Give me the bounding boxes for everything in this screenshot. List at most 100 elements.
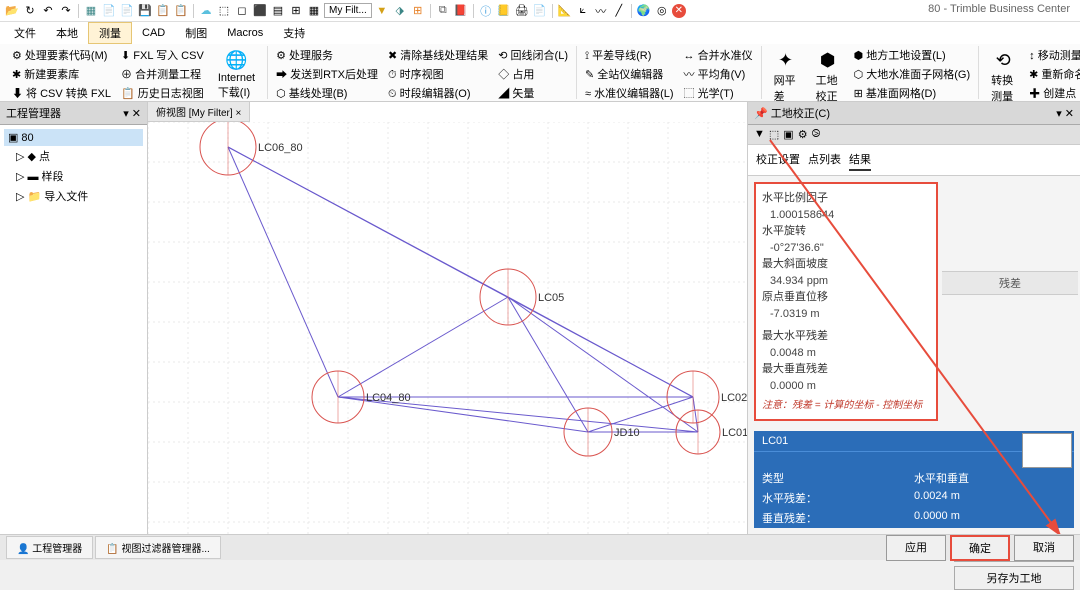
layers-icon[interactable]: ▤	[270, 3, 286, 19]
rbtn-mergelevel[interactable]: ↔ 合并水准仪	[682, 46, 755, 64]
book-icon[interactable]: 📕	[453, 3, 469, 19]
rotate-icon: ⟲	[991, 48, 1015, 72]
page-icon[interactable]: 📄	[532, 3, 548, 19]
ribbon-group-sitedata: ⚙ 处理要素代码(M) ✱ 新建要素库 ⬇ 将 CSV 转换 FXL ⬇ FXL…	[4, 46, 268, 99]
cube-icon[interactable]: ⬚	[216, 3, 232, 19]
rbtn-session[interactable]: ⏲ 时段编辑器(O)	[386, 84, 490, 102]
apply-button[interactable]: 应用	[886, 535, 946, 561]
ok-button[interactable]: 确定	[950, 535, 1010, 561]
rbtn-vector[interactable]: ◢ 矢量	[496, 84, 570, 102]
hex-icon: ⬢	[816, 48, 840, 72]
rbtn-clear[interactable]: ✖ 清除基线处理结果	[386, 46, 490, 64]
rbtn-service[interactable]: ⚙ 处理服务	[274, 46, 380, 64]
star-icon: ✦	[774, 48, 798, 72]
refresh-icon[interactable]: ↻	[22, 3, 38, 19]
svg-text:LC06_80: LC06_80	[258, 142, 303, 154]
wire-icon[interactable]: ⊞	[288, 3, 304, 19]
curve-icon[interactable]: 〰	[593, 3, 609, 19]
print-icon[interactable]: 🖨	[514, 3, 530, 19]
grid-icon[interactable]: ▦	[306, 3, 322, 19]
tab-settings[interactable]: 校正设置	[756, 149, 800, 171]
rbtn-process-code[interactable]: ⚙ 处理要素代码(M)	[10, 46, 113, 64]
copy-icon[interactable]: 📋	[155, 3, 171, 19]
save-site-button[interactable]: 另存为工地	[954, 566, 1074, 590]
rbtn-fxl-csv[interactable]: ⬇ FXL 写入 CSV	[119, 46, 206, 64]
filter-dropdown[interactable]: My Filt...	[324, 3, 372, 18]
rbtn-rename[interactable]: ✱ 重新命名点(N)	[1027, 65, 1080, 83]
rbtn-merge[interactable]: ⊕ 合并测量工程	[119, 65, 206, 83]
menu-support[interactable]: 支持	[273, 22, 315, 44]
info-icon[interactable]: ⓘ	[478, 3, 494, 19]
gear-icon[interactable]: ⚙	[798, 128, 808, 141]
3d-icon[interactable]: ⬛	[252, 3, 268, 19]
svg-text:LC05: LC05	[538, 292, 564, 304]
bottom-tab-filter[interactable]: 📋 视图过滤器管理器...	[95, 536, 221, 559]
svg-text:LC01_80: LC01_80	[722, 427, 747, 439]
tab-results[interactable]: 结果	[849, 149, 871, 171]
doc2-icon[interactable]: 📄	[119, 3, 135, 19]
menu-macros[interactable]: Macros	[217, 22, 273, 44]
rbtn-move[interactable]: ↕ 移动测量点	[1027, 46, 1080, 64]
open-icon[interactable]: 📂	[4, 3, 20, 19]
view2-icon[interactable]: ▣	[783, 128, 793, 141]
undo-icon[interactable]: ↶	[40, 3, 56, 19]
paste-icon[interactable]: 📋	[173, 3, 189, 19]
view1-icon[interactable]: ⬚	[769, 128, 779, 141]
tab-points[interactable]: 点列表	[808, 149, 841, 171]
angle-icon[interactable]: ⟀	[575, 3, 591, 19]
funnel-icon[interactable]: ▼	[374, 3, 390, 19]
rbtn-baseline[interactable]: ⬡ 基线处理(B)	[274, 84, 380, 102]
panel-menu-icon[interactable]: ▾ ✕	[123, 107, 141, 120]
bottom-tab-explorer[interactable]: 👤 工程管理器	[6, 536, 93, 559]
note-icon[interactable]: 📒	[496, 3, 512, 19]
filter2-icon[interactable]: ⬗	[392, 3, 408, 19]
rbtn-avgangle[interactable]: 〰 平均角(V)	[682, 65, 755, 83]
stack-icon[interactable]: ⧉	[435, 3, 451, 19]
rbtn-internet[interactable]: 🌐Internet 下载(I)	[212, 46, 261, 102]
rbtn-loop[interactable]: ⟲ 回线闭合(L)	[496, 46, 570, 64]
rbtn-localsite[interactable]: ⬢ 地方工地设置(L)	[852, 46, 973, 64]
rbtn-create[interactable]: ✚ 创建点	[1027, 84, 1080, 102]
rbtn-totalstation[interactable]: ✎ 全站仪编辑器	[583, 65, 676, 83]
menu-local[interactable]: 本地	[46, 22, 88, 44]
tree-imports[interactable]: ▷ 📁 导入文件	[4, 186, 143, 206]
rbtn-datum[interactable]: ⊞ 基准面网格(D)	[852, 84, 973, 102]
rbtn-optical[interactable]: ⬚ 光学(T)	[682, 84, 755, 102]
grid2-icon[interactable]: ⊞	[410, 3, 426, 19]
menu-draw[interactable]: 制图	[175, 22, 217, 44]
dropdown-icon[interactable]: ▼	[754, 128, 765, 141]
tree-root[interactable]: ▣ 80	[4, 129, 143, 146]
rbtn-history[interactable]: 📋 历史日志视图	[119, 84, 206, 102]
rbtn-geoid[interactable]: ⬡ 大地水准面子网格(G)	[852, 65, 973, 83]
rbtn-traverse[interactable]: ⟟ 平差导线(R)	[583, 46, 676, 64]
cancel-button[interactable]: 取消	[1014, 535, 1074, 561]
rbtn-rtx[interactable]: ➡ 发送到RTX后处理	[274, 65, 380, 83]
canvas-area[interactable]: 俯视图 [My Filter] × LC06_80LC05LC04_80JD10…	[148, 102, 748, 534]
redo-icon[interactable]: ↷	[58, 3, 74, 19]
menu-cad[interactable]: CAD	[132, 22, 175, 44]
line-icon[interactable]: ╱	[611, 3, 627, 19]
menu-survey[interactable]: 测量	[88, 22, 132, 44]
rbtn-time[interactable]: ⏱ 时序视图	[386, 65, 490, 83]
panel-close-icon[interactable]: ▾ ✕	[1056, 107, 1074, 120]
menu-file[interactable]: 文件	[4, 22, 46, 44]
target-icon[interactable]: ◎	[654, 3, 670, 19]
doc-icon[interactable]: 📄	[101, 3, 117, 19]
filter-icon[interactable]: ⧁	[812, 128, 821, 141]
rbtn-new-lib[interactable]: ✱ 新建要素库	[10, 65, 113, 83]
tree-points[interactable]: ▷ ◆ 点	[4, 146, 143, 166]
rbtn-csv-fxl[interactable]: ⬇ 将 CSV 转换 FXL	[10, 84, 113, 102]
cloud-icon[interactable]: ☁	[198, 3, 214, 19]
save-icon[interactable]: 💾	[137, 3, 153, 19]
measure-icon[interactable]: 📐	[557, 3, 573, 19]
globe-icon[interactable]: 🌍	[636, 3, 652, 19]
close-icon[interactable]: ✕	[672, 4, 686, 18]
ribbon-group-network: ✦网平差(A) ⬢工地校正(C) ⬢ 地方工地设置(L) ⬡ 大地水准面子网格(…	[762, 46, 980, 99]
mini-map	[1022, 433, 1072, 468]
new-icon[interactable]: ▦	[83, 3, 99, 19]
canvas-tab[interactable]: 俯视图 [My Filter] ×	[148, 102, 250, 122]
tree-segments[interactable]: ▷ ▬ 样段	[4, 166, 143, 186]
box-icon[interactable]: ◻	[234, 3, 250, 19]
rbtn-level[interactable]: ≈ 水准仪编辑器(L)	[583, 84, 676, 102]
rbtn-occupy[interactable]: ◇ 占用	[496, 65, 570, 83]
